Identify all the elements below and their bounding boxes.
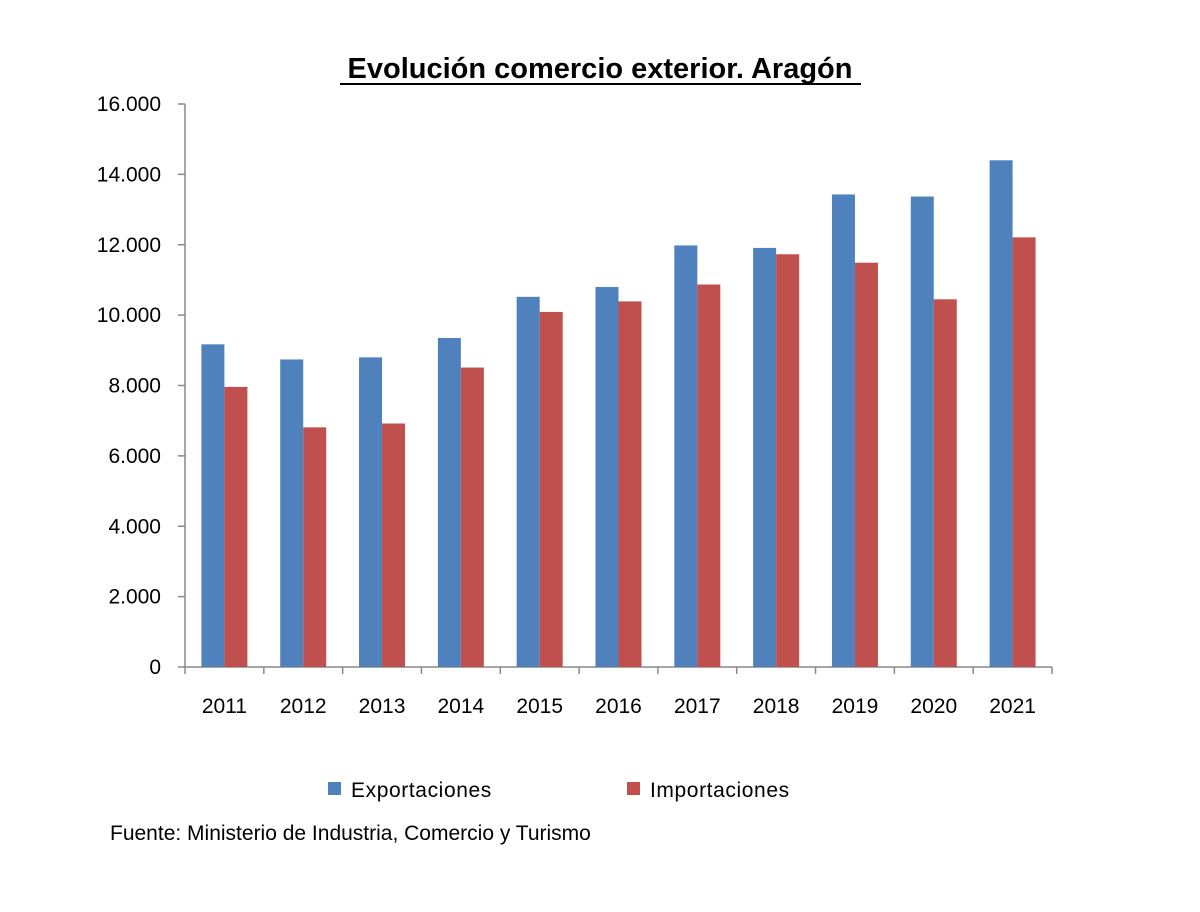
bar-importaciones-2019 — [854, 262, 878, 667]
bar-importaciones-2013 — [382, 423, 406, 667]
x-tick-label: 2012 — [280, 695, 327, 718]
bar-exportaciones-2018 — [753, 247, 777, 667]
legend-swatch-exportaciones — [328, 782, 341, 795]
bar-importaciones-2014 — [460, 367, 484, 667]
y-tick-label: 16.000 — [97, 93, 161, 116]
bar-exportaciones-2019 — [831, 194, 855, 667]
bar-importaciones-2020 — [933, 299, 957, 667]
bar-exportaciones-2012 — [280, 359, 304, 667]
legend-label-importaciones: Importaciones — [650, 779, 790, 802]
bar-importaciones-2018 — [776, 254, 800, 668]
x-axis: 2011 2012 2013 2014 2015 2016 2017 2018 2019 2020… — [184, 666, 1053, 718]
source-note: Fuente: Ministerio de Industria, Comerci… — [110, 822, 591, 845]
x-tick-label: 2015 — [516, 695, 563, 718]
bar-exportaciones-2015 — [516, 296, 540, 667]
bar-exportaciones-2014 — [437, 337, 461, 667]
x-tick-label: 2019 — [832, 695, 879, 718]
legend-label-exportaciones: Exportaciones — [351, 779, 492, 802]
x-tick-label: 2016 — [595, 695, 642, 718]
legend-swatch-importaciones — [627, 782, 640, 795]
bar-importaciones-2015 — [539, 311, 563, 667]
y-tick-label: 8.000 — [108, 375, 161, 398]
bar-importaciones-2021 — [1012, 237, 1036, 667]
y-tick-label: 6.000 — [108, 445, 161, 468]
y-tick-label: 10.000 — [97, 304, 161, 327]
x-tick-label: 2013 — [359, 695, 406, 718]
bar-exportaciones-2020 — [910, 196, 934, 667]
x-tick-label: 2011 — [202, 695, 247, 718]
bar-exportaciones-2021 — [989, 160, 1013, 668]
bar-importaciones-2012 — [303, 427, 327, 667]
bar-exportaciones-2016 — [595, 286, 619, 667]
x-tick-label: 2020 — [910, 695, 957, 718]
y-tick-label: 0 — [149, 656, 161, 679]
y-tick-label: 2.000 — [108, 586, 161, 609]
bars — [201, 160, 1036, 668]
legend: Exportaciones Importaciones — [328, 779, 790, 802]
bar-importaciones-2011 — [224, 386, 248, 667]
bar-importaciones-2017 — [697, 284, 721, 667]
y-axis: 0 2.000 4.000 6.000 8.000 10.000 12.000 14.000 1… — [97, 93, 186, 679]
y-tick-label: 12.000 — [97, 234, 161, 257]
x-tick-label: 2018 — [753, 695, 800, 718]
bar-importaciones-2016 — [618, 301, 642, 667]
bar-exportaciones-2013 — [359, 357, 383, 667]
x-tick-label: 2021 — [989, 695, 1036, 718]
y-tick-label: 14.000 — [97, 163, 161, 186]
bar-exportaciones-2017 — [674, 245, 698, 668]
bar-exportaciones-2011 — [201, 344, 225, 667]
chart-title: Evolución comercio exterior. Aragón — [348, 53, 853, 85]
x-tick-label: 2017 — [674, 695, 721, 718]
y-tick-label: 4.000 — [108, 515, 161, 538]
x-tick-label: 2014 — [438, 695, 485, 718]
